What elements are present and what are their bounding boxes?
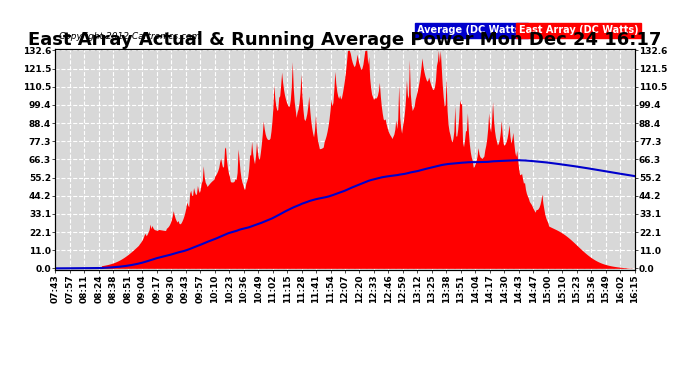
Text: Copyright 2012 Cartronics.com: Copyright 2012 Cartronics.com bbox=[59, 32, 200, 41]
Text: Average (DC Watts): Average (DC Watts) bbox=[417, 25, 526, 35]
Text: East Array (DC Watts): East Array (DC Watts) bbox=[519, 25, 638, 35]
Title: East Array Actual & Running Average Power Mon Dec 24 16:17: East Array Actual & Running Average Powe… bbox=[28, 31, 662, 49]
